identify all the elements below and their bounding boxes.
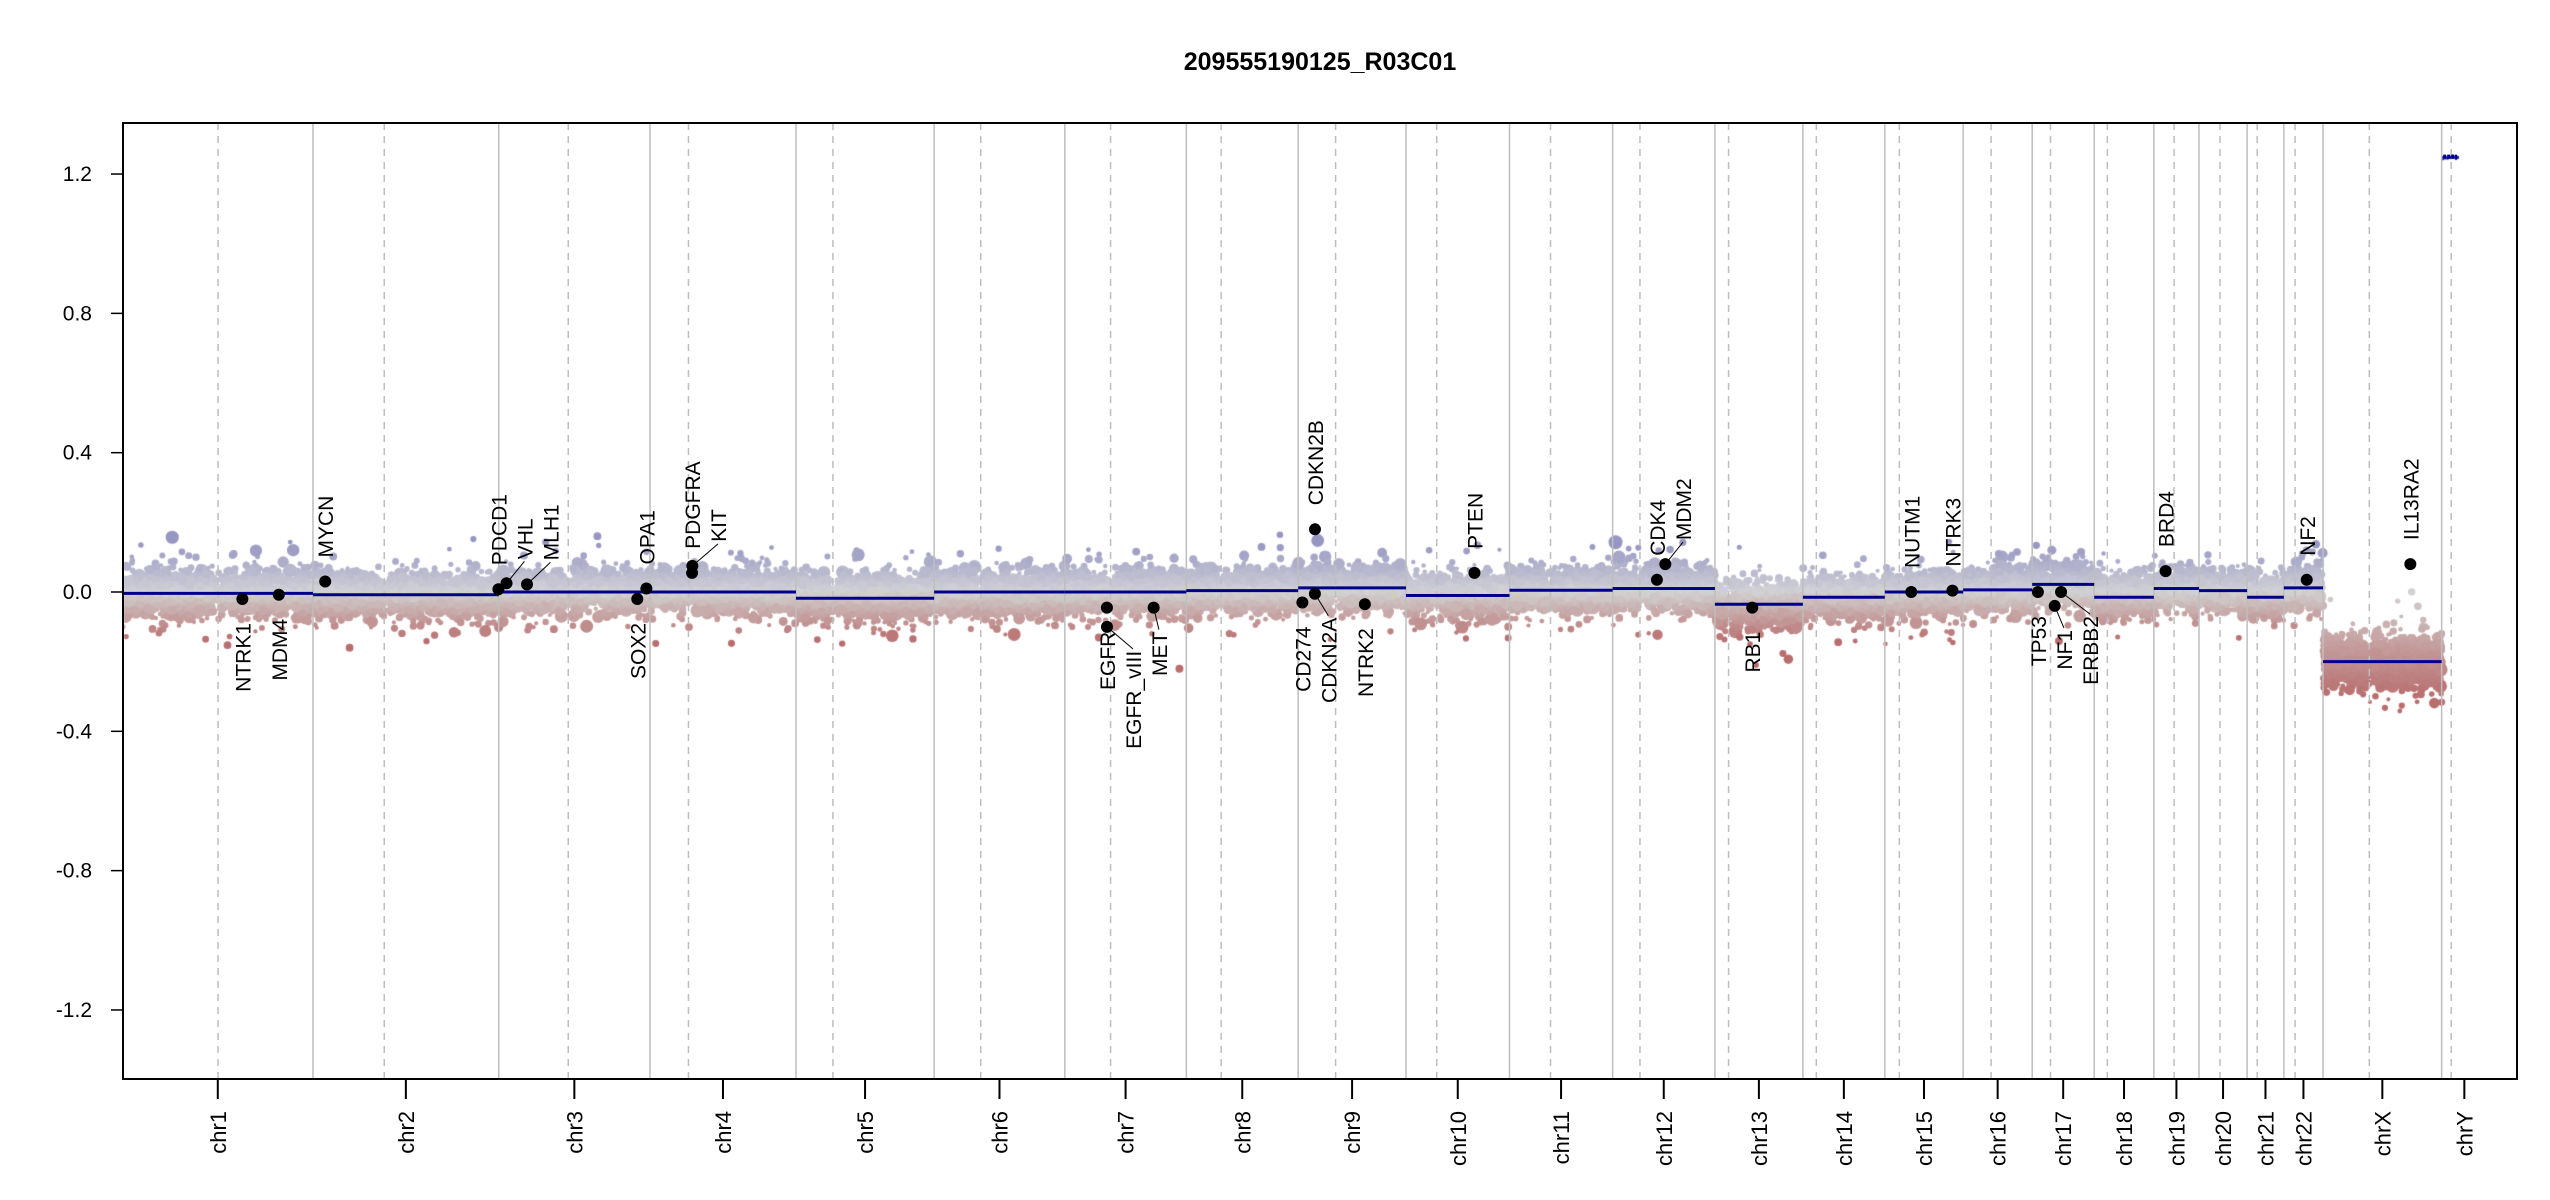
- y-axis: 1.2 0.8 0.4 0.0 -0.4 -0.8 -1.2: [56, 163, 123, 1022]
- gene-label: MYCN: [315, 496, 338, 558]
- chromosome-label: chr22: [2291, 1111, 2316, 1166]
- chromosome-label: chr13: [1747, 1111, 1772, 1166]
- plot-frame: [122, 122, 2518, 1080]
- gene-point: [1650, 573, 1663, 586]
- gene-label: NTRK3: [1942, 498, 1965, 567]
- gene-markers: NTRK1 MDM4 MYCN PDCD1 VHL MLH1 SOX2 OPA1 PDGFRA K…: [232, 420, 2423, 749]
- gene-label: KIT: [708, 509, 731, 542]
- gene-leader-line: [692, 543, 719, 567]
- gene-label: NTRK2: [1355, 628, 1378, 697]
- gene-leader-line: [1153, 607, 1160, 630]
- gene-label: BRD4: [2156, 491, 2179, 547]
- chromosome-label: chr21: [2253, 1111, 2278, 1166]
- chromosome-label: chr7: [1114, 1111, 1139, 1154]
- gene-point: [1308, 523, 1321, 536]
- y-tick-label: -1.2: [56, 999, 92, 1022]
- gene-point: [319, 575, 332, 588]
- gene-label: MDM4: [269, 618, 292, 680]
- gene-label: PDGFRA: [682, 461, 705, 549]
- gene-label: IL13RA2: [2400, 458, 2423, 540]
- gene-label: NUTM1: [1901, 496, 1924, 568]
- gene-label: CD274: [1292, 626, 1315, 692]
- gene-label: MDM2: [1673, 478, 1696, 540]
- gene-label: VHL: [514, 518, 537, 559]
- gene-point: [640, 582, 653, 595]
- chromosome-label: chr9: [1340, 1111, 1365, 1154]
- gene-label: CDKN2A: [1318, 618, 1341, 703]
- chromosome-label: chr18: [2112, 1111, 2137, 1166]
- chromosome-label: chr8: [1230, 1111, 1255, 1154]
- gene-leader-line: [506, 560, 525, 584]
- chart-title: 209555190125_R03C01: [1184, 48, 1457, 76]
- gene-point: [236, 592, 249, 605]
- gene-point: [2031, 586, 2044, 598]
- gene-label: CDK4: [1647, 499, 1670, 555]
- gene-point: [1468, 566, 1481, 579]
- gene-point: [500, 577, 513, 590]
- gene-label: OPA1: [636, 510, 659, 564]
- gene-leader-line: [1314, 593, 1329, 617]
- gene-point: [1746, 601, 1759, 614]
- gene-label: NTRK1: [232, 623, 255, 692]
- gene-label: CDKN2B: [1305, 420, 1328, 505]
- chromosome-label: chr2: [394, 1111, 419, 1154]
- gene-leader-line: [1664, 541, 1684, 565]
- chromosome-label: chr16: [1986, 1111, 2011, 1166]
- gene-label: NF2: [2297, 516, 2320, 556]
- gene-label: ERBB2: [2080, 616, 2103, 685]
- chromosome-boundaries: [217, 123, 2452, 1079]
- gene-point: [631, 592, 644, 605]
- gene-label: TP53: [2028, 616, 2051, 666]
- gene-label: RB1: [1742, 632, 1765, 673]
- y-tick-label: 0.0: [63, 581, 92, 604]
- y-tick-label: 0.8: [63, 302, 92, 325]
- gene-point: [2300, 573, 2313, 586]
- gene-point: [2159, 565, 2172, 578]
- gene-leader-line: [2060, 591, 2091, 615]
- gene-label: SOX2: [627, 623, 650, 679]
- chromosome-label: chr10: [1446, 1111, 1471, 1166]
- gene-leader-line: [1106, 626, 1134, 650]
- gene-label: MET: [1149, 632, 1172, 677]
- chromosome-label: chr20: [2211, 1111, 2236, 1166]
- gene-point: [272, 588, 285, 601]
- gene-point: [1296, 596, 1309, 609]
- chromosome-label: chr19: [2164, 1111, 2189, 1166]
- chromosome-label: chr3: [562, 1111, 587, 1154]
- y-tick-label: 1.2: [63, 163, 92, 186]
- gene-label: MLH1: [540, 504, 563, 560]
- y-tick-label: -0.8: [56, 860, 92, 883]
- gene-label: EGFR: [1097, 632, 1120, 690]
- chromosome-label: chrX: [2370, 1111, 2395, 1157]
- gene-point: [1358, 598, 1371, 611]
- chromosome-label: chr11: [1549, 1111, 1574, 1164]
- chromosome-label: chr15: [1912, 1111, 1937, 1166]
- y-tick-label: 0.4: [63, 442, 93, 465]
- gene-label: PTEN: [1464, 493, 1487, 549]
- chromosome-label: chrY: [2452, 1111, 2477, 1157]
- gene-point: [2404, 558, 2417, 571]
- gene-point: [1905, 586, 1918, 598]
- chromosome-label: chr14: [1832, 1111, 1857, 1166]
- y-tick-label: -0.4: [56, 720, 93, 743]
- chromosome-label: chr4: [711, 1111, 736, 1154]
- gene-point: [1946, 584, 1959, 597]
- chromosome-label: chr17: [2051, 1111, 2076, 1166]
- chromosome-label: chr12: [1652, 1111, 1677, 1166]
- gene-leader-line: [526, 561, 551, 585]
- chromosome-label: chr5: [853, 1111, 878, 1154]
- segments: [122, 154, 2457, 664]
- chromosome-label: chr1: [206, 1111, 231, 1154]
- gene-label: PDCD1: [488, 494, 511, 565]
- gene-label: EGFR_vIII: [1123, 651, 1146, 749]
- gene-label: NF1: [2054, 630, 2077, 670]
- x-axis: chr1 chr2 chr3 chr4 chr5 chr6 chr7 chr8 chr9 chr1…: [206, 1079, 2477, 1166]
- gene-point: [1100, 601, 1113, 614]
- gene-leader-line: [2054, 605, 2065, 629]
- chromosome-label: chr6: [987, 1111, 1012, 1154]
